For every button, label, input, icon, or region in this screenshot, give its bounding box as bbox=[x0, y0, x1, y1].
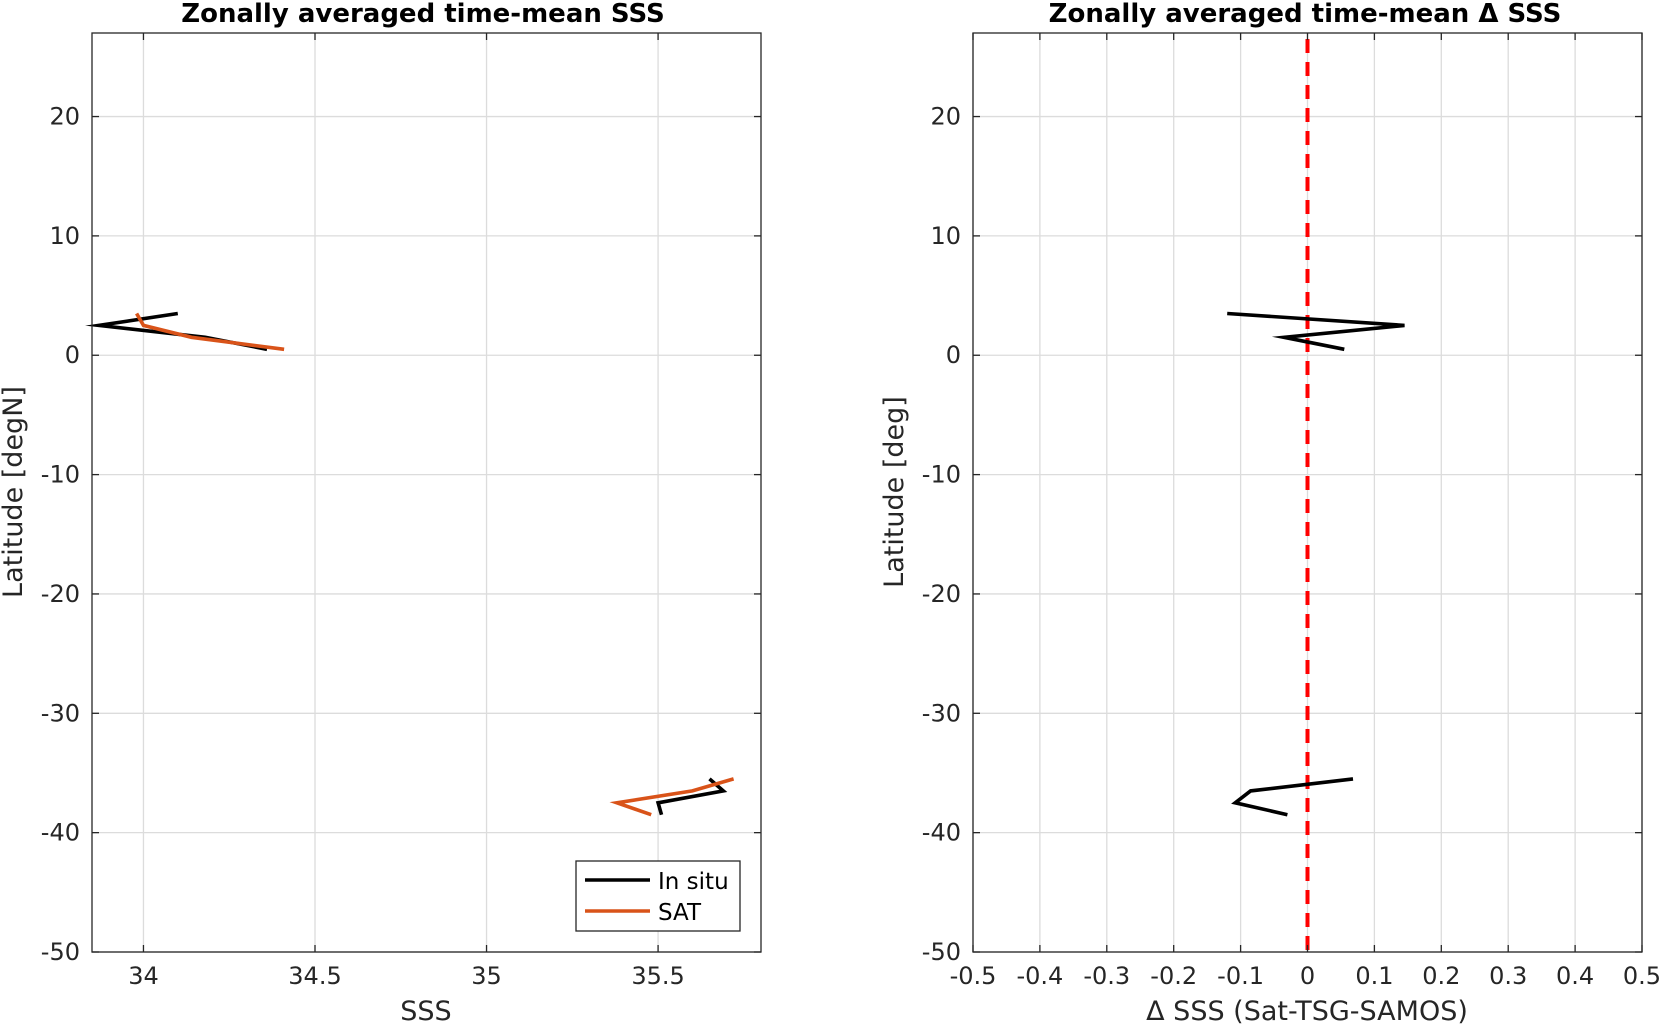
delta-sss-x-tick-label: 0.1 bbox=[1355, 962, 1393, 990]
sss-series-sat-segment-1 bbox=[609, 777, 735, 817]
sss-y-tick-label: -50 bbox=[41, 938, 80, 966]
sss-y-tick-label: 10 bbox=[49, 222, 80, 250]
sss-y-tick-label: -20 bbox=[41, 580, 80, 608]
sss-x-tick-label: 34.5 bbox=[288, 962, 341, 990]
legend-label-sat: SAT bbox=[658, 900, 702, 926]
sss-x-axis-label: SSS bbox=[400, 996, 451, 1026]
sss-panel-title: Zonally averaged time-mean SSS bbox=[181, 0, 665, 29]
delta-sss-x-tick-label: 0.4 bbox=[1556, 962, 1594, 990]
sss-y-axis-label: Latitude [degN] bbox=[0, 386, 29, 598]
delta-sss-x-tick-label: -0.4 bbox=[1016, 962, 1063, 990]
delta-sss-x-tick-label: -0.2 bbox=[1150, 962, 1197, 990]
delta-sss-y-tick-label: 20 bbox=[930, 103, 961, 131]
delta-sss-series-delta-segment-1 bbox=[1231, 777, 1354, 817]
delta-sss-x-tick-label: 0.3 bbox=[1489, 962, 1527, 990]
sss-x-tick-label: 35 bbox=[471, 962, 502, 990]
sss-axes-frame bbox=[91, 32, 762, 953]
sss-x-tick-label: 35.5 bbox=[631, 962, 684, 990]
delta-sss-y-tick-label: 0 bbox=[946, 341, 961, 369]
delta-sss-y-tick-label: -30 bbox=[922, 699, 961, 727]
delta-sss-x-tick-label: 0 bbox=[1300, 962, 1315, 990]
sss-y-tick-label: -10 bbox=[41, 461, 80, 489]
delta-sss-y-tick-label: -40 bbox=[922, 819, 961, 847]
delta-sss-y-tick-label: -50 bbox=[922, 938, 961, 966]
delta-sss-x-tick-label: -0.3 bbox=[1083, 962, 1130, 990]
delta-sss-data-lines bbox=[1227, 39, 1405, 952]
delta-sss-x-tick-label: 0.2 bbox=[1422, 962, 1460, 990]
delta-sss-series-delta-segment-0 bbox=[1227, 311, 1405, 352]
legend-box bbox=[575, 860, 741, 932]
sss-y-tick-label: -40 bbox=[41, 819, 80, 847]
sss-panel: Zonally averaged time-mean SSS 34 34.5 35 3… bbox=[0, 0, 762, 1026]
sss-y-tick-label: 20 bbox=[49, 103, 80, 131]
delta-sss-grid bbox=[972, 33, 1643, 953]
delta-sss-ticks: -0.5 -0.4 -0.3 -0.2 -0.1 0 0.1 0.2 0.3 0.4 0.5 -50 -… bbox=[922, 33, 1661, 990]
delta-sss-x-tick-label: -0.5 bbox=[950, 962, 997, 990]
sss-series-sat-segment-0 bbox=[135, 312, 285, 352]
delta-sss-y-tick-label: -20 bbox=[922, 580, 961, 608]
delta-sss-y-tick-label: 10 bbox=[930, 222, 961, 250]
sss-x-tick-label: 34 bbox=[128, 962, 159, 990]
delta-sss-y-axis-label: Latitude [deg] bbox=[879, 396, 910, 588]
sss-ticks: 34 34.5 35 35.5 -50 -40 -30 -20 -10 0 10 20 bbox=[41, 33, 761, 990]
legend: In situ SAT bbox=[575, 860, 741, 932]
delta-sss-y-tick-label: -10 bbox=[922, 461, 961, 489]
sss-y-tick-label: 0 bbox=[65, 341, 80, 369]
delta-sss-x-axis-label: Δ SSS (Sat-TSG-SAMOS) bbox=[1146, 996, 1468, 1026]
delta-sss-x-tick-label: 0.5 bbox=[1623, 962, 1661, 990]
sss-data-lines bbox=[85, 311, 735, 817]
delta-sss-x-tick-label: -0.1 bbox=[1217, 962, 1264, 990]
sss-y-tick-label: -30 bbox=[41, 699, 80, 727]
delta-sss-panel-title: Zonally averaged time-mean Δ SSS bbox=[1049, 0, 1562, 29]
delta-sss-panel: Zonally averaged time-mean Δ SSS -0.5 -0.… bbox=[879, 0, 1661, 1026]
legend-label-in-situ: In situ bbox=[658, 869, 729, 895]
